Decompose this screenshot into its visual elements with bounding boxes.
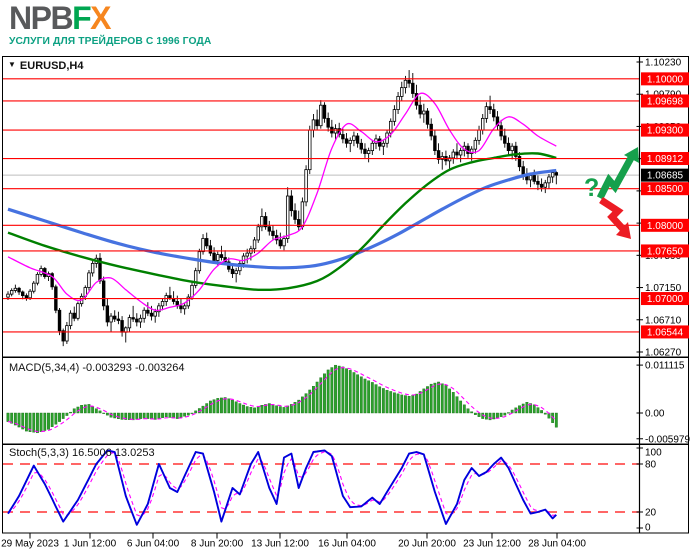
macd-value-signal: -0.003264 bbox=[134, 362, 185, 374]
svg-text:-0.005979: -0.005979 bbox=[645, 434, 690, 445]
svg-text:20: 20 bbox=[645, 508, 657, 519]
trade-direction-annotation: ? bbox=[584, 147, 639, 239]
candlesticks bbox=[6, 70, 559, 347]
logo-f-letter: F bbox=[72, 0, 92, 36]
logo-npb-text: NPB bbox=[9, 0, 74, 36]
svg-text:1 Jun 12:00: 1 Jun 12:00 bbox=[64, 539, 117, 549]
npbfx-logo: NPBFX УСЛУГИ ДЛЯ ТРЕЙДЕРОВ С 1996 ГОДА bbox=[9, 2, 211, 47]
stoch-k-line bbox=[7, 449, 557, 526]
svg-text:16 Jun 04:00: 16 Jun 04:00 bbox=[318, 539, 376, 549]
macd-indicator-header: MACD(5,34,4) -0.003293 -0.003264 bbox=[9, 362, 185, 374]
svg-text:0.00: 0.00 bbox=[645, 409, 665, 420]
chart-generated-content: 1.102301.097901.093501.089101.084701.080… bbox=[1, 56, 690, 549]
svg-text:1.10230: 1.10230 bbox=[645, 58, 682, 69]
symbol-label[interactable]: ▼ EURUSD,H4 bbox=[8, 60, 84, 72]
stoch-value-d: 13.0253 bbox=[114, 447, 155, 459]
symbol-label-text: EURUSD,H4 bbox=[19, 60, 84, 72]
svg-text:1.07650: 1.07650 bbox=[647, 246, 684, 257]
svg-text:1.07150: 1.07150 bbox=[645, 283, 682, 294]
svg-text:0.011115: 0.011115 bbox=[645, 361, 685, 372]
moving-averages bbox=[7, 92, 557, 312]
up-arrow-icon bbox=[596, 147, 639, 200]
logo-wordmark: NPBFX bbox=[9, 2, 211, 34]
svg-text:1.09698: 1.09698 bbox=[647, 96, 684, 107]
svg-text:1.10000: 1.10000 bbox=[647, 74, 684, 85]
svg-text:23 Jun 12:00: 23 Jun 12:00 bbox=[463, 539, 521, 549]
macd-histogram bbox=[6, 364, 558, 434]
time-axis: 29 May 2023 1 Jun 12:00 6 Jun 04:00 8 Jun 2… bbox=[1, 533, 586, 549]
main-panel-border bbox=[2, 56, 689, 358]
current-price-label bbox=[641, 168, 689, 182]
stoch-panel-border bbox=[2, 444, 689, 534]
logo-tagline: УСЛУГИ ДЛЯ ТРЕЙДЕРОВ С 1996 ГОДА bbox=[9, 36, 212, 47]
macd-signal-line bbox=[7, 367, 557, 433]
svg-text:6 Jun 04:00: 6 Jun 04:00 bbox=[127, 539, 180, 549]
svg-text:29 May 2023: 29 May 2023 bbox=[1, 539, 59, 549]
stoch-indicator-header: Stoch(5,3,3) 16.5006 13.0253 bbox=[9, 447, 155, 459]
stoch-value-k: 16.5006 bbox=[71, 447, 112, 459]
logo-x-letter: X bbox=[90, 0, 111, 36]
question-mark: ? bbox=[584, 174, 599, 202]
horizontal-levels bbox=[3, 78, 640, 333]
svg-text:13 Jun 12:00: 13 Jun 12:00 bbox=[251, 539, 309, 549]
ma-mid-line bbox=[7, 152, 557, 292]
svg-text:1.08000: 1.08000 bbox=[647, 221, 684, 232]
svg-text:8 Jun 20:00: 8 Jun 20:00 bbox=[191, 539, 244, 549]
down-arrow-icon bbox=[599, 197, 631, 239]
macd-value-main: -0.003293 bbox=[82, 362, 132, 374]
svg-text:1.09300: 1.09300 bbox=[647, 126, 684, 137]
svg-text:80: 80 bbox=[645, 460, 657, 471]
svg-text:20 Jun 20:00: 20 Jun 20:00 bbox=[398, 539, 456, 549]
price-axis: 1.102301.097901.093501.089101.084701.080… bbox=[636, 58, 689, 359]
svg-text:100: 100 bbox=[645, 448, 662, 459]
stoch-label: Stoch(5,3,3) bbox=[9, 447, 69, 459]
svg-text:1.08685: 1.08685 bbox=[647, 171, 684, 182]
ma-fast-line bbox=[7, 92, 557, 312]
ma-slow-line bbox=[7, 168, 557, 270]
svg-text:1.06710: 1.06710 bbox=[645, 315, 682, 326]
svg-text:1.08500: 1.08500 bbox=[647, 184, 684, 195]
svg-text:0: 0 bbox=[645, 523, 651, 534]
svg-text:1.06544: 1.06544 bbox=[647, 327, 684, 338]
svg-text:1.08912: 1.08912 bbox=[647, 154, 684, 165]
svg-text:28 Jun 04:00: 28 Jun 04:00 bbox=[528, 539, 586, 549]
stoch-d-line bbox=[7, 451, 557, 517]
svg-text:1.06270: 1.06270 bbox=[645, 348, 682, 359]
svg-text:1.07000: 1.07000 bbox=[647, 294, 684, 305]
stochastic-lines bbox=[3, 449, 639, 526]
dropdown-triangle-icon: ▼ bbox=[8, 60, 16, 69]
macd-label: MACD(5,34,4) bbox=[9, 362, 80, 374]
